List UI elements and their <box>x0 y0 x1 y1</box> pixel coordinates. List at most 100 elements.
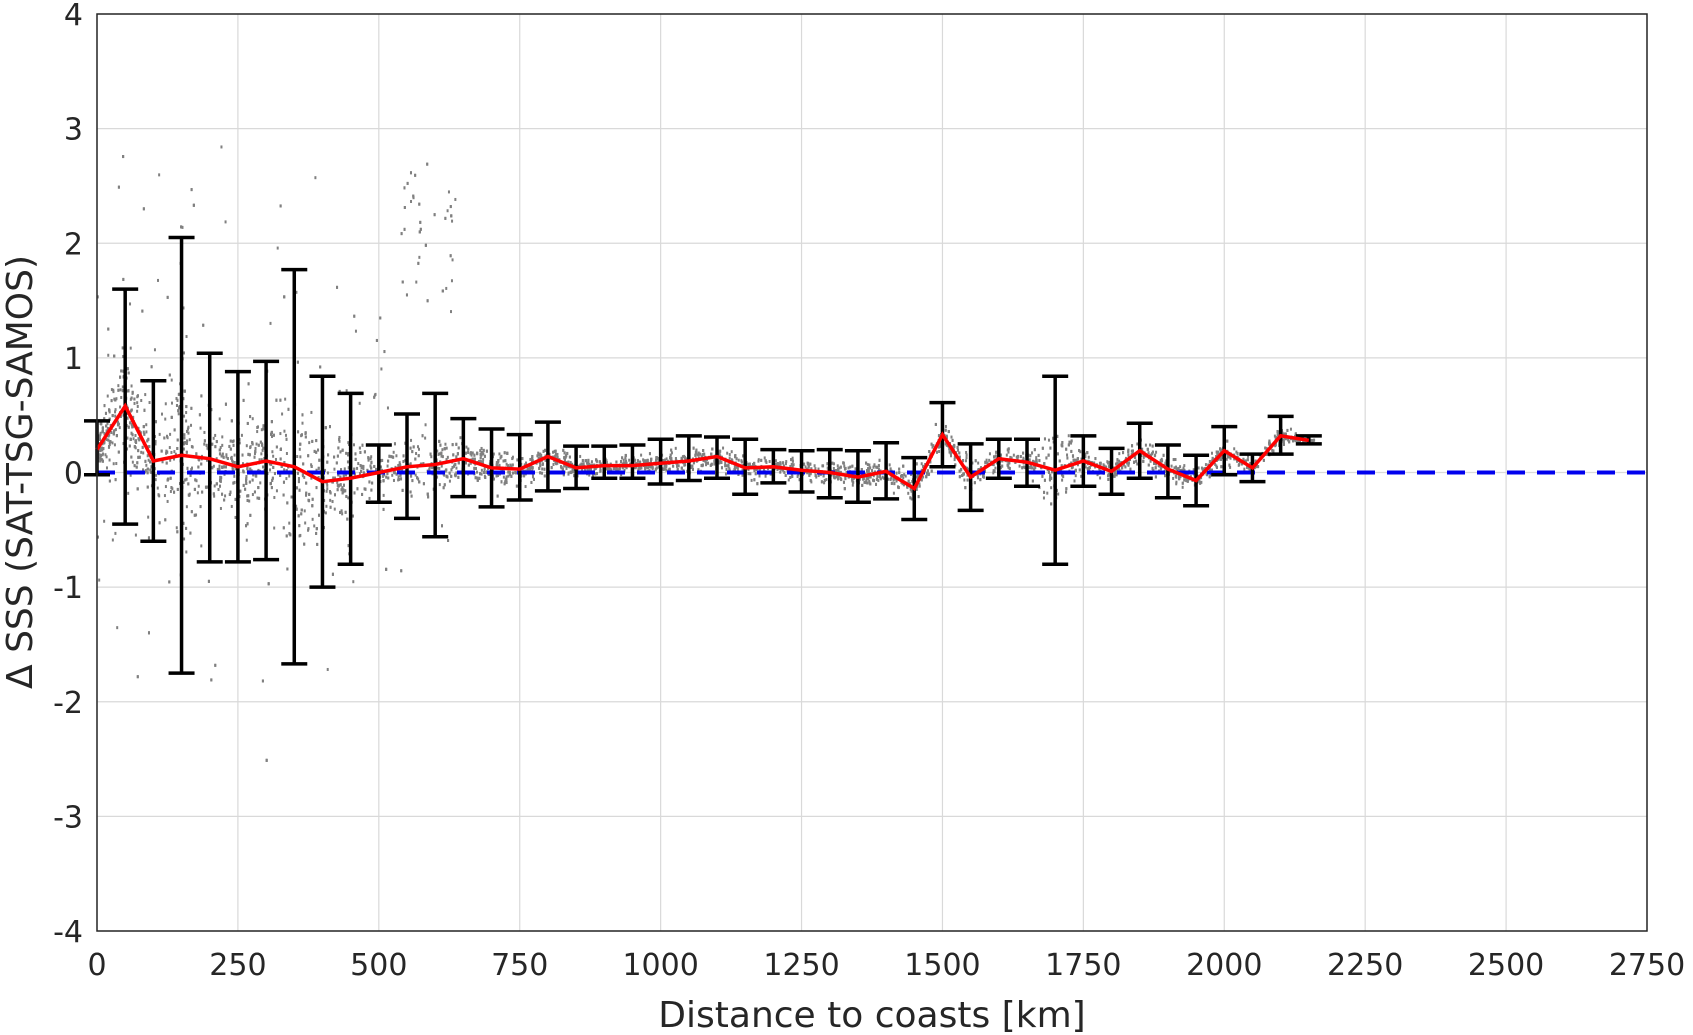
scatter-point <box>1046 491 1049 495</box>
scatter-point <box>948 450 951 454</box>
scatter-point <box>232 443 235 447</box>
scatter-point <box>763 456 766 460</box>
scatter-point <box>165 451 168 455</box>
scatter-point <box>215 482 218 486</box>
scatter-point <box>1268 443 1271 447</box>
scatter-point <box>183 436 186 440</box>
scatter-point <box>433 213 436 217</box>
scatter-point <box>1006 463 1009 467</box>
scatter-point <box>893 482 896 486</box>
scatter-point <box>852 476 855 480</box>
scatter-point <box>315 486 318 490</box>
scatter-point <box>106 394 109 398</box>
scatter-point <box>552 462 555 466</box>
scatter-point <box>333 507 336 511</box>
scatter-point <box>1220 456 1223 460</box>
scatter-point <box>1265 452 1268 456</box>
scatter-point <box>1282 440 1285 444</box>
scatter-point <box>792 463 795 467</box>
scatter-point <box>1056 434 1059 438</box>
scatter-point <box>690 465 693 469</box>
scatter-point <box>438 483 441 487</box>
scatter-point <box>569 461 572 465</box>
scatter-point <box>898 471 901 475</box>
scatter-point <box>213 484 216 488</box>
scatter-point <box>1135 459 1138 463</box>
scatter-point <box>187 425 190 429</box>
scatter-point <box>475 470 478 474</box>
scatter-point <box>476 476 479 480</box>
scatter-point <box>957 448 960 452</box>
scatter-point <box>371 481 374 485</box>
scatter-point <box>881 475 884 479</box>
scatter-point <box>212 464 215 468</box>
scatter-point <box>382 507 385 511</box>
scatter-point <box>117 450 120 454</box>
scatter-point <box>166 295 169 299</box>
scatter-point <box>797 473 800 477</box>
scatter-point <box>436 466 439 470</box>
scatter-point <box>791 459 794 463</box>
scatter-point <box>556 456 559 460</box>
scatter-point <box>455 442 458 446</box>
scatter-point <box>1136 462 1139 466</box>
scatter-point <box>1296 439 1299 443</box>
scatter-point <box>1215 450 1218 454</box>
scatter-point <box>1310 438 1313 442</box>
scatter-point <box>1061 441 1064 445</box>
scatter-point <box>332 476 335 480</box>
scatter-point <box>163 494 166 498</box>
scatter-point <box>445 286 448 290</box>
scatter-point <box>373 464 376 468</box>
scatter-point <box>453 473 456 477</box>
scatter-point <box>285 477 288 481</box>
scatter-point <box>1154 466 1157 470</box>
scatter-point <box>297 480 300 484</box>
scatter-point <box>615 468 618 472</box>
scatter-point <box>149 470 152 474</box>
scatter-point <box>298 447 301 451</box>
scatter-point <box>212 492 215 496</box>
scatter-point <box>456 452 459 456</box>
scatter-point <box>111 538 114 542</box>
scatter-point <box>538 453 540 457</box>
scatter-point <box>668 467 671 471</box>
scatter-point <box>213 494 216 498</box>
scatter-point <box>301 421 304 425</box>
scatter-point <box>510 474 513 478</box>
scatter-point <box>105 437 108 441</box>
scatter-point <box>370 460 373 464</box>
scatter-point <box>326 483 329 487</box>
scatter-point <box>665 457 668 461</box>
scatter-point <box>156 486 159 490</box>
scatter-point <box>161 412 164 416</box>
scatter-point <box>964 459 967 463</box>
scatter-point <box>238 441 241 445</box>
scatter-point <box>153 348 156 352</box>
scatter-point <box>930 469 933 473</box>
scatter-point <box>791 465 794 469</box>
scatter-point <box>402 454 405 458</box>
scatter-point <box>133 397 136 401</box>
scatter-point <box>1248 468 1251 472</box>
scatter-point <box>1287 438 1290 442</box>
scatter-point <box>480 468 483 472</box>
scatter-point <box>147 515 150 519</box>
scatter-point <box>244 487 247 491</box>
scatter-point <box>131 425 134 429</box>
scatter-point <box>621 456 624 460</box>
scatter-point <box>1038 459 1041 463</box>
scatter-point <box>1282 438 1285 442</box>
scatter-point <box>725 464 728 468</box>
scatter-point <box>101 426 104 430</box>
scatter-point <box>482 457 485 461</box>
scatter-point <box>193 513 196 517</box>
scatter-point <box>273 496 276 500</box>
scatter-point <box>474 476 477 480</box>
scatter-point <box>1255 464 1258 468</box>
scatter-point <box>112 462 115 466</box>
scatter-point <box>168 580 171 584</box>
scatter-point <box>103 404 106 408</box>
scatter-point <box>341 486 344 490</box>
scatter-point <box>787 478 790 482</box>
